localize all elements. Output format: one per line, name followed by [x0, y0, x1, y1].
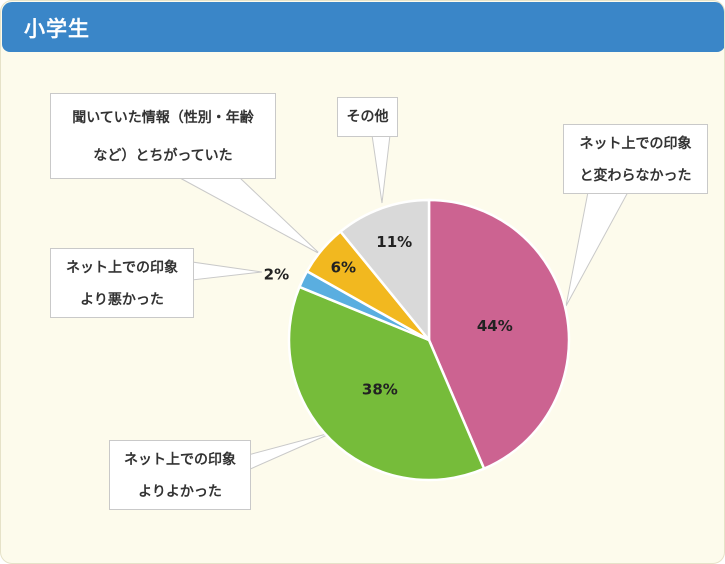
slice-label-wrong-info: 6%	[331, 258, 356, 276]
pointer-other	[371, 134, 391, 204]
slice-label-better: 38%	[362, 380, 398, 398]
callout-other-line1: その他	[346, 109, 389, 125]
page-title: 小学生	[24, 17, 90, 41]
pie-slice-other	[338, 198, 431, 344]
slice-label-same: 44%	[477, 317, 513, 335]
callout-wrong-info-line2: など）とちがっていた	[93, 148, 233, 164]
pointer-wrong-info	[179, 177, 321, 255]
pointer-worse	[191, 261, 263, 281]
pie-slices	[287, 198, 571, 482]
callout-same-line2: と変わらなかった	[579, 168, 692, 184]
callout-worse-line2: より悪かった	[80, 292, 164, 308]
callout-worse-line1: ネット上での印象	[66, 260, 178, 276]
pointer-same	[565, 191, 629, 307]
callout-same: ネット上での印象 と変わらなかった	[563, 124, 708, 194]
callout-better: ネット上での印象 よりよかった	[109, 440, 251, 510]
callout-wrong-info-line1: 聞いていた情報（性別・年齢	[72, 110, 254, 126]
slice-label-worse: 2%	[264, 265, 289, 283]
pointer-better	[247, 431, 335, 471]
callout-other: その他	[337, 97, 398, 137]
callout-better-line2: よりよかった	[138, 484, 222, 500]
pie-slice-better	[287, 285, 486, 482]
callout-worse: ネット上での印象 より悪かった	[50, 248, 194, 318]
callout-better-line1: ネット上での印象	[124, 452, 236, 468]
callout-wrong-info: 聞いていた情報（性別・年齢 など）とちがっていた	[50, 93, 276, 179]
callout-same-line1: ネット上での印象	[579, 136, 692, 152]
slice-label-other: 11%	[376, 233, 412, 251]
pie-slice-same	[427, 198, 571, 471]
slice-labels: 44% 38% 2% 6% 11%	[264, 233, 513, 398]
callout-pointers	[179, 134, 629, 471]
header-bar: 小学生	[2, 2, 724, 52]
